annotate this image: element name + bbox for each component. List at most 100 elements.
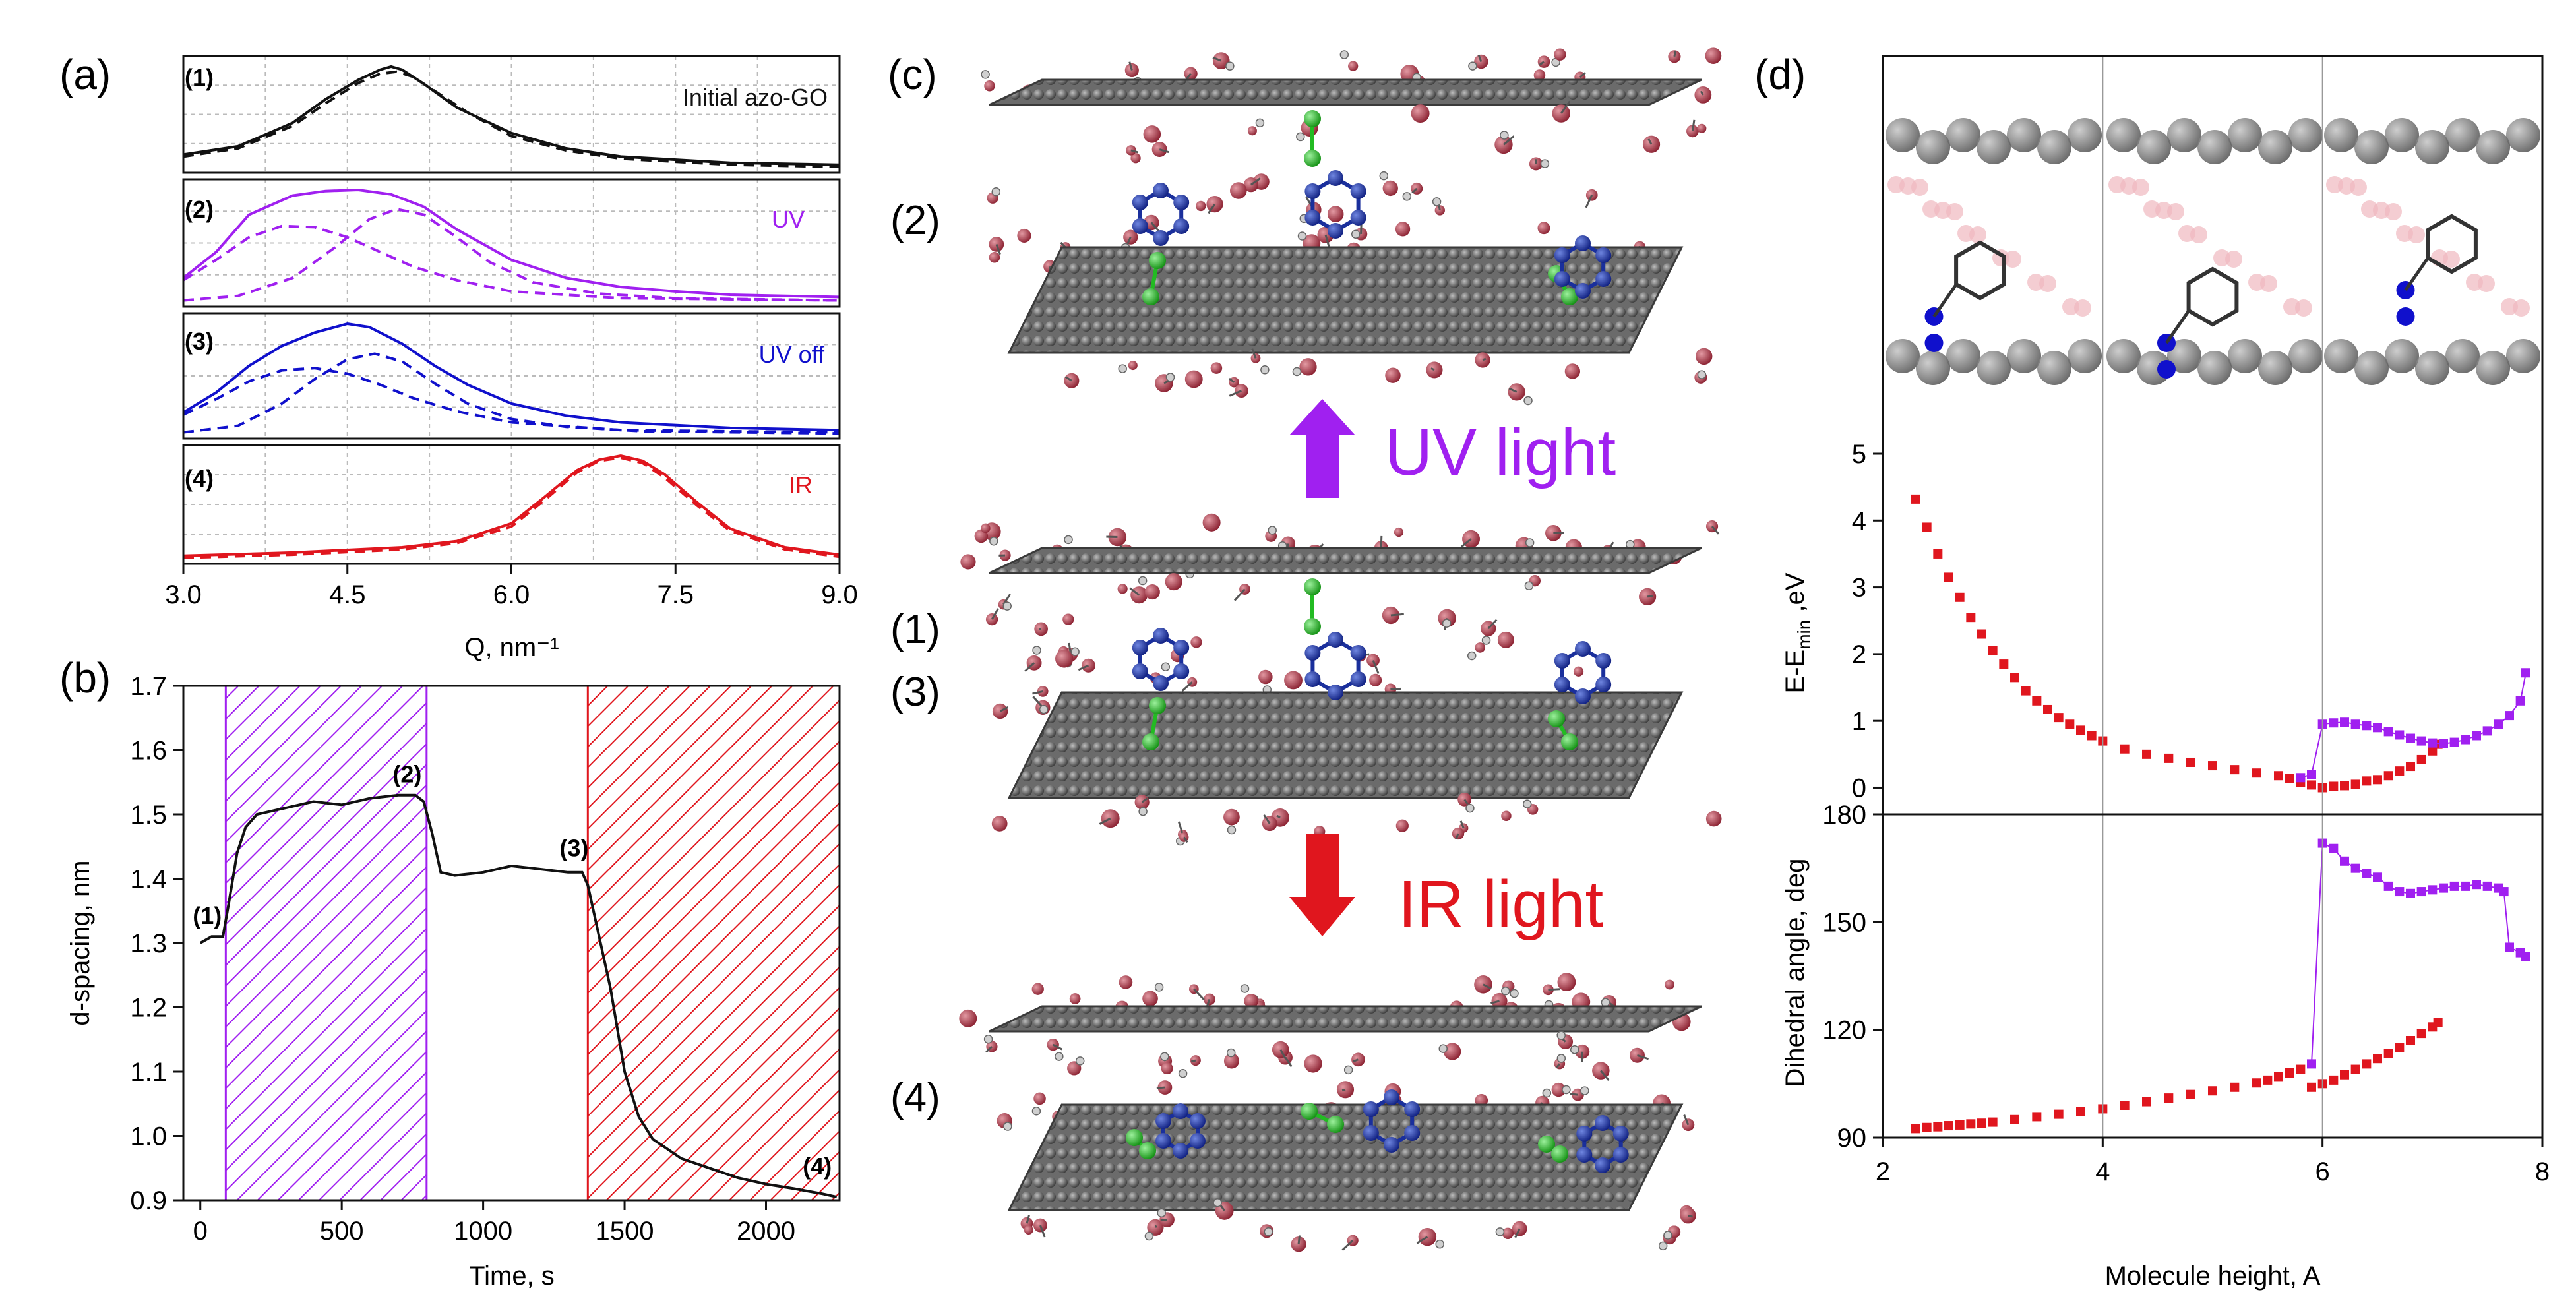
dihedral-point-red — [2340, 1070, 2349, 1080]
curve-black-fit — [183, 70, 840, 168]
graphene-sheet — [1007, 691, 1684, 799]
benzene-carbon — [1595, 653, 1612, 669]
snapshot-2 — [2106, 118, 2323, 385]
benzene-carbon — [1595, 1115, 1610, 1131]
energy-point-red — [2076, 725, 2085, 735]
azo-nitrogen — [1304, 578, 1321, 595]
x-tick-label: 0 — [193, 1217, 208, 1246]
dihedral-point-red — [2230, 1082, 2240, 1092]
oxygen-atom — [1497, 631, 1514, 648]
benzene-carbon — [1304, 183, 1321, 199]
benzene-carbon — [1576, 1126, 1593, 1142]
dihedral-point-red — [2406, 1036, 2415, 1045]
hydrogen-atom — [1339, 50, 1349, 59]
hydrogen-atom — [1226, 1048, 1236, 1058]
bond — [1229, 390, 1242, 397]
benzene-carbon — [1189, 1113, 1206, 1129]
snapshot-oxygen-atom — [1969, 226, 1986, 243]
oxygen-atom — [1299, 358, 1317, 376]
bond — [1078, 664, 1089, 671]
benzene-carbon — [1173, 663, 1190, 679]
dihedral-point-red — [2252, 1078, 2261, 1088]
hydrogen-atom — [1562, 1085, 1571, 1095]
shaded-region-IR — [586, 685, 841, 1202]
dihedral-point-violet — [2395, 887, 2405, 897]
series-d-spacing — [199, 793, 838, 1199]
structure-label-1: (1) — [890, 607, 940, 652]
oxygen-atom — [1144, 584, 1160, 600]
snapshot-carbon-atom — [2037, 130, 2071, 164]
panel-b-x-label: Time, s — [469, 1262, 555, 1291]
hydrogen-atom — [1178, 1069, 1188, 1078]
bond — [1637, 1054, 1649, 1060]
energy-point-red — [2307, 780, 2316, 790]
snapshot-carbon-atom — [1916, 351, 1950, 385]
ir-arrow-icon — [1289, 834, 1355, 936]
dihedral-point-red — [1955, 1120, 1965, 1130]
curve-red-measured — [183, 454, 840, 557]
energy-point-red — [2120, 744, 2130, 754]
energy-point-red — [2010, 673, 2019, 683]
hydrogen-atom — [1468, 61, 1477, 71]
ir-arrow: IR light — [1289, 834, 1603, 941]
energy-point-violet — [2461, 735, 2470, 745]
energy-point-violet — [2472, 731, 2481, 741]
panel-b-y-ticks: 0.9 1.0 1.1 1.2 1.3 1.4 1.5 1.6 1.7 — [130, 672, 183, 1215]
y-tick-label: 1.7 — [130, 672, 167, 701]
annotation-2: (2) — [392, 760, 421, 787]
bond — [1556, 1063, 1561, 1068]
hydrogen-atom — [1402, 192, 1412, 201]
dihedral-point-red — [2416, 1029, 2426, 1039]
snapshot-carbon-atom — [2324, 339, 2358, 373]
hydrogen-atom — [1154, 983, 1164, 992]
dihedral-point-violet — [2505, 942, 2514, 952]
energy-y-tick-label: 1 — [1852, 707, 1866, 736]
structure-label-2: (2) — [890, 198, 940, 243]
graphene-sheet — [989, 1005, 1702, 1033]
bond — [1324, 234, 1330, 247]
benzene-carbon — [1554, 677, 1570, 692]
panel-a-curves — [182, 65, 840, 559]
oxygen-atom — [1157, 1080, 1173, 1095]
oxygen-atom — [984, 80, 995, 92]
benzene-carbon — [1595, 1157, 1610, 1173]
energy-point-red — [2329, 781, 2339, 791]
snapshot-carbon-atom — [2106, 339, 2141, 373]
benzene-carbon — [1173, 1103, 1188, 1119]
hydrogen-atom — [1296, 132, 1305, 142]
bond — [1585, 195, 1593, 208]
energy-point-violet — [2329, 718, 2339, 728]
azo-group-right — [1548, 710, 1578, 750]
snapshot-oxygen-atom — [2167, 203, 2184, 220]
bond — [1250, 177, 1261, 186]
bond — [1455, 833, 1459, 840]
dihedral-point-red — [2208, 1086, 2217, 1096]
subpanel-label-ir: IR — [789, 472, 813, 499]
oxygen-atom — [1130, 153, 1141, 164]
dihedral-point-red — [2032, 1112, 2042, 1122]
x-tick-label: 4.5 — [329, 580, 366, 609]
oxygen-atom — [1223, 1053, 1240, 1069]
dihedral-point-violet — [2350, 863, 2360, 873]
benzene-carbon — [1404, 1101, 1421, 1117]
oxygen-atom — [1024, 1225, 1033, 1235]
snapshot-carbon-atom — [2385, 118, 2419, 152]
bond — [1181, 681, 1193, 692]
benzene-carbon — [1132, 640, 1148, 656]
energy-point-red — [1977, 629, 1986, 639]
energy-point-violet — [2482, 726, 2492, 736]
hydrogen-atom — [1255, 118, 1265, 128]
snapshot-carbon-atom — [1886, 339, 1920, 373]
bottom-sheet-groups — [1064, 348, 1713, 406]
annotation-4: (4) — [803, 1153, 832, 1180]
uv-light-label: UV light — [1385, 415, 1616, 489]
benzene-right — [1576, 1115, 1629, 1173]
energy-point-red — [2406, 762, 2415, 772]
hydrogen-atom — [1510, 989, 1519, 998]
bond — [1380, 535, 1383, 548]
oxygen-atom — [1196, 200, 1206, 212]
energy-point-red — [1911, 494, 1920, 504]
azo-nitrogen — [1538, 1136, 1555, 1153]
dihedral-point-red — [2329, 1075, 2339, 1085]
bond — [1416, 1236, 1428, 1244]
